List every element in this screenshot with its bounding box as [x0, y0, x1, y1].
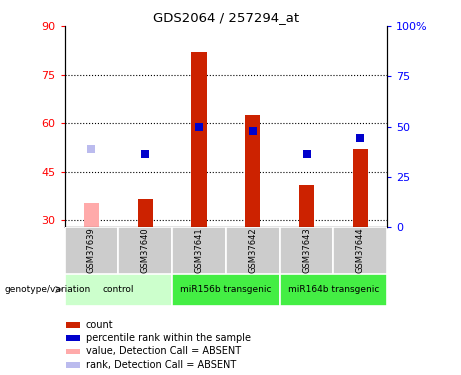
- Point: [357, 135, 364, 141]
- Bar: [353, 149, 368, 227]
- Text: control: control: [103, 285, 134, 294]
- Bar: [66, 335, 80, 341]
- Text: genotype/variation: genotype/variation: [5, 285, 91, 294]
- Point: [142, 151, 149, 157]
- Bar: [191, 52, 207, 227]
- Bar: [66, 362, 80, 368]
- Bar: [333, 227, 387, 274]
- Bar: [118, 227, 172, 274]
- Bar: [66, 322, 80, 328]
- Point: [195, 124, 203, 130]
- Point: [303, 151, 310, 157]
- Text: miR156b transgenic: miR156b transgenic: [180, 285, 272, 294]
- Bar: [280, 227, 333, 274]
- Bar: [66, 349, 80, 354]
- Text: GSM37640: GSM37640: [141, 228, 150, 273]
- Title: GDS2064 / 257294_at: GDS2064 / 257294_at: [153, 11, 299, 24]
- Point: [249, 128, 256, 134]
- Bar: [299, 185, 314, 227]
- Text: miR164b transgenic: miR164b transgenic: [288, 285, 379, 294]
- Text: GSM37642: GSM37642: [248, 228, 257, 273]
- Bar: [245, 115, 260, 227]
- Text: GSM37643: GSM37643: [302, 227, 311, 273]
- Text: rank, Detection Call = ABSENT: rank, Detection Call = ABSENT: [86, 360, 236, 370]
- Bar: [65, 227, 118, 274]
- Bar: [84, 202, 99, 227]
- Bar: [65, 274, 172, 306]
- Bar: [172, 227, 226, 274]
- Point: [88, 146, 95, 152]
- Text: value, Detection Call = ABSENT: value, Detection Call = ABSENT: [86, 346, 241, 357]
- Text: count: count: [86, 320, 113, 330]
- Bar: [172, 274, 280, 306]
- Bar: [226, 227, 280, 274]
- Text: GSM37644: GSM37644: [356, 228, 365, 273]
- Bar: [280, 274, 387, 306]
- Text: percentile rank within the sample: percentile rank within the sample: [86, 333, 251, 343]
- Bar: [138, 200, 153, 227]
- Text: GSM37641: GSM37641: [195, 228, 203, 273]
- Text: GSM37639: GSM37639: [87, 227, 96, 273]
